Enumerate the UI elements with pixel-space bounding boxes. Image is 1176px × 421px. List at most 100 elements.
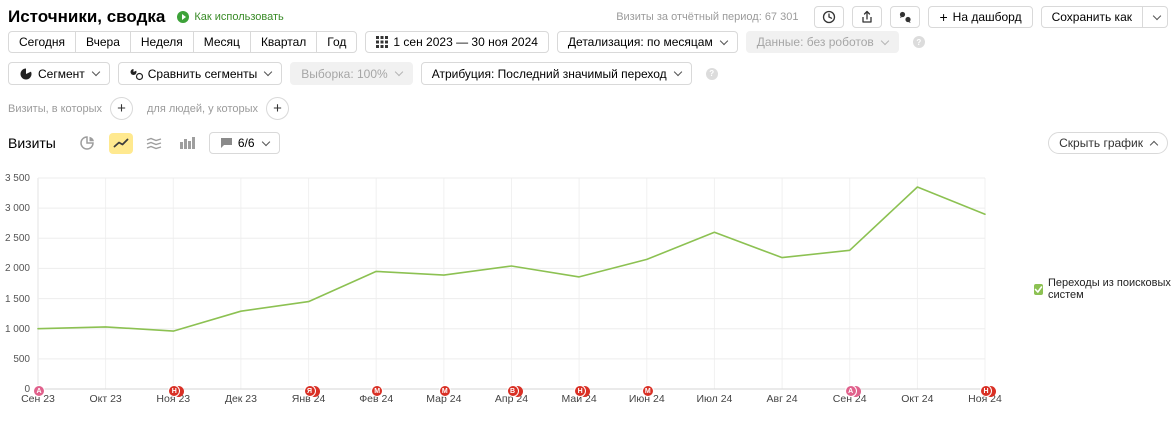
compare-segments-icon: [130, 68, 143, 80]
page-title: Источники, сводка: [8, 7, 166, 26]
legend-checkbox-icon[interactable]: [1034, 283, 1043, 295]
detalization-label: Детализация: по месяцам: [567, 35, 713, 49]
x-axis-tick: Сен 23: [21, 393, 55, 405]
chart-annotation-badge[interactable]: М: [641, 385, 660, 397]
annotation-letter-icon: М: [641, 385, 654, 397]
metrics-count-dropdown[interactable]: 6/6: [208, 132, 280, 154]
column-chart-type-button[interactable]: [175, 133, 199, 154]
x-axis-tick: Дек 23: [224, 393, 257, 405]
period-button-3[interactable]: Месяц: [192, 31, 251, 53]
y-axis-tick: 3 500: [4, 173, 30, 184]
column-chart-icon: [179, 137, 195, 149]
annotation-letter-icon: В: [506, 385, 519, 397]
y-axis-tick: 2 000: [4, 263, 30, 275]
sampling-button[interactable]: Выборка: 100%: [290, 62, 413, 85]
y-axis-tick: 1 000: [4, 323, 30, 335]
annotation-letter-icon: Я: [303, 385, 316, 397]
y-axis-tick: 3 000: [4, 203, 30, 215]
period-button-group: Сегодня Вчера Неделя Месяц Квартал Год: [8, 31, 358, 53]
chevron-down-icon: [264, 67, 273, 77]
save-as-split-button: Сохранить как: [1040, 6, 1168, 28]
y-axis-tick: 0: [24, 384, 30, 395]
line-chart-type-button[interactable]: [108, 132, 133, 154]
chart-legend[interactable]: Переходы из поисковых систем: [1034, 277, 1176, 301]
history-button[interactable]: [814, 6, 845, 28]
x-axis-tick: Май 24: [561, 393, 597, 405]
visits-condition-label: Визиты, в которых: [8, 102, 102, 115]
period-button-0[interactable]: Сегодня: [8, 31, 76, 53]
stacked-chart-type-button[interactable]: [142, 133, 166, 154]
save-as-dropdown-button[interactable]: [1142, 6, 1168, 28]
attribution-button[interactable]: Атрибуция: Последний значимый переход: [420, 62, 692, 85]
save-as-button[interactable]: Сохранить как: [1040, 6, 1143, 28]
how-to-use-label: Как использовать: [194, 11, 284, 23]
x-axis-tick: Окт 23: [89, 393, 122, 405]
how-to-use-link[interactable]: Как использовать: [177, 11, 284, 23]
metrics-count-label: 6/6: [237, 136, 255, 150]
info-icon[interactable]: ?: [705, 67, 718, 80]
data-filter-button[interactable]: Данные: без роботов: [745, 31, 899, 53]
play-icon: [177, 11, 190, 23]
x-axis-tick: Мар 24: [426, 393, 462, 405]
chart-type-switcher: [76, 132, 199, 154]
legend-label: Переходы из поисковых систем: [1048, 277, 1171, 301]
period-toolbar: Сегодня Вчера Неделя Месяц Квартал Год 1 сен …: [8, 31, 925, 53]
chevron-down-icon: [394, 67, 403, 77]
segment-button[interactable]: Сегмент: [8, 62, 110, 85]
annotation-letter-icon: Н: [168, 385, 181, 397]
y-axis-tick: 500: [13, 353, 30, 365]
line-chart-icon: [113, 138, 129, 148]
hide-chart-label: Скрыть график: [1059, 136, 1143, 150]
pie-chart-icon: [80, 136, 94, 150]
annotation-letter-icon: М: [438, 385, 451, 397]
comments-button[interactable]: [890, 6, 921, 28]
period-button-2[interactable]: Неделя: [129, 31, 194, 53]
chart-annotation-badge[interactable]: А: [33, 385, 51, 397]
chart-annotation-badge[interactable]: Н: [574, 385, 592, 397]
x-axis-tick: Ноя 23: [156, 393, 191, 405]
chart-annotation-badge[interactable]: Н: [980, 385, 998, 397]
chevron-down-icon: [261, 137, 270, 146]
period-button-5[interactable]: Год: [316, 31, 358, 53]
chart-annotation-badge[interactable]: В: [506, 385, 525, 397]
y-axis-labels: 0 500 1 000 1 500 2 000 2 500 3 000 3 500: [0, 173, 33, 395]
sampling-label: Выборка: 100%: [301, 66, 388, 81]
info-icon[interactable]: ?: [912, 36, 925, 48]
pie-chart-type-button[interactable]: [76, 133, 100, 154]
annotation-letter-icon: А: [844, 385, 857, 397]
x-axis-tick: Июн 24: [628, 393, 665, 405]
add-to-dashboard-label: На дашборд: [952, 10, 1022, 24]
chart-annotation-badge[interactable]: А: [844, 385, 863, 397]
hide-chart-button[interactable]: Скрыть график: [1048, 132, 1168, 154]
attribution-label: Атрибуция: Последний значимый переход: [431, 66, 667, 81]
add-to-dashboard-button[interactable]: + На дашборд: [928, 6, 1033, 28]
chevron-down-icon: [719, 36, 728, 45]
x-axis-tick: Авг 24: [766, 393, 798, 405]
period-visits-total: Визиты за отчётный период: 67 301: [616, 11, 799, 23]
chart-annotation-badge[interactable]: Н: [168, 385, 186, 397]
chart-annotation-badge[interactable]: Я: [303, 385, 322, 397]
add-people-condition-button[interactable]: +: [266, 97, 289, 120]
plus-icon: +: [939, 9, 948, 25]
header: Источники, сводка Как использовать Визит…: [8, 4, 1168, 30]
chevron-down-icon: [91, 67, 101, 77]
x-axis-tick: Окт 24: [901, 393, 934, 405]
add-visit-condition-button[interactable]: +: [110, 97, 133, 120]
period-button-4[interactable]: Квартал: [249, 31, 318, 53]
compare-segments-button[interactable]: Сравнить сегменты: [117, 62, 283, 85]
date-range-button[interactable]: 1 сен 2023 — 30 ноя 2024: [365, 31, 549, 53]
annotation-letter-icon: Н: [980, 385, 992, 397]
chevron-up-icon: [1149, 140, 1159, 149]
chart-annotation-badge[interactable]: М: [438, 385, 457, 397]
chart-toolbar: Визиты: [8, 132, 1168, 154]
detalization-button[interactable]: Детализация: по месяцам: [556, 31, 738, 53]
chevron-down-icon: [673, 67, 682, 77]
visits-line-chart[interactable]: [37, 177, 986, 390]
data-filter-label: Данные: без роботов: [756, 35, 874, 49]
period-button-1[interactable]: Вчера: [75, 31, 131, 53]
export-button[interactable]: [852, 6, 883, 28]
chart-annotation-badge[interactable]: М: [371, 385, 389, 397]
chevron-down-icon: [1152, 11, 1161, 20]
clock-icon: [823, 10, 836, 24]
